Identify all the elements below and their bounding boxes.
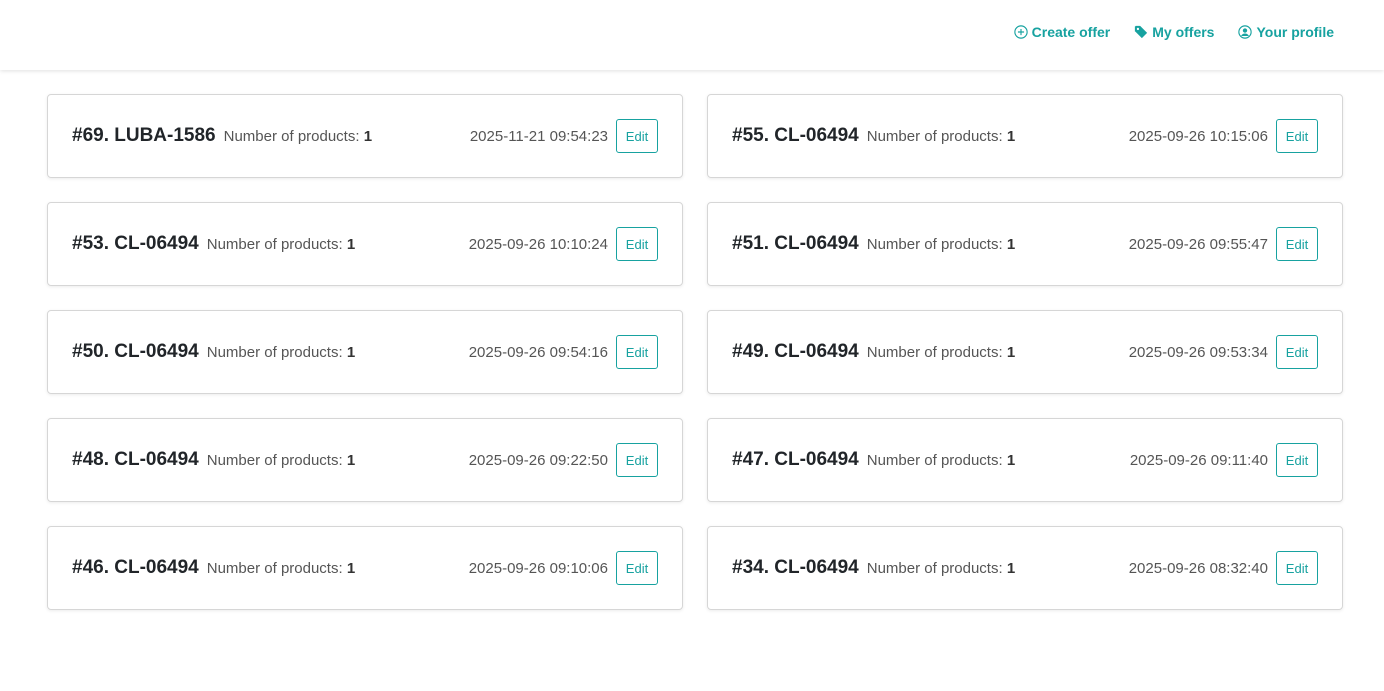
offer-title: #48. CL-06494 <box>72 449 199 470</box>
offer-title: #49. CL-06494 <box>732 341 859 362</box>
products-label: Number of products: <box>206 451 343 469</box>
products-value: 1 <box>1006 343 1016 361</box>
products-label: Number of products: <box>866 235 1003 253</box>
products-label: Number of products: <box>223 127 360 145</box>
products-count: Number of products: 1 <box>867 452 1015 469</box>
edit-button[interactable]: Edit <box>1276 551 1318 585</box>
offer-date: 2025-09-26 09:55:47 <box>1128 235 1268 253</box>
products-label: Number of products: <box>866 559 1003 577</box>
offer-card: #47. CL-06494 Number of products: 1 2025… <box>707 418 1343 502</box>
products-label: Number of products: <box>206 559 343 577</box>
products-label: Number of products: <box>206 343 343 361</box>
products-label: Number of products: <box>866 343 1003 361</box>
your-profile-link[interactable]: Your profile <box>1238 24 1334 40</box>
edit-button[interactable]: Edit <box>1276 119 1318 153</box>
my-offers-label: My offers <box>1152 24 1215 40</box>
products-count: Number of products: 1 <box>867 128 1015 145</box>
products-value: 1 <box>346 559 356 577</box>
offer-date: 2025-09-26 10:15:06 <box>1128 127 1268 145</box>
edit-button[interactable]: Edit <box>1276 443 1318 477</box>
edit-button[interactable]: Edit <box>1276 335 1318 369</box>
products-value: 1 <box>1006 235 1016 253</box>
products-count: Number of products: 1 <box>867 236 1015 253</box>
products-count: Number of products: 1 <box>207 560 355 577</box>
top-header: Create offer My offers Your profile <box>0 0 1384 70</box>
offer-title: #69. LUBA-1586 <box>72 125 216 146</box>
offer-title: #51. CL-06494 <box>732 233 859 254</box>
offer-card: #50. CL-06494 Number of products: 1 2025… <box>47 310 683 394</box>
products-value: 1 <box>1006 559 1016 577</box>
offer-title: #50. CL-06494 <box>72 341 199 362</box>
offer-title: #53. CL-06494 <box>72 233 199 254</box>
edit-button[interactable]: Edit <box>616 335 658 369</box>
create-offer-link[interactable]: Create offer <box>1013 24 1111 40</box>
offer-card: #51. CL-06494 Number of products: 1 2025… <box>707 202 1343 286</box>
products-value: 1 <box>1006 127 1016 145</box>
offer-date: 2025-11-21 09:54:23 <box>469 127 608 145</box>
offer-card: #55. CL-06494 Number of products: 1 2025… <box>707 94 1343 178</box>
offer-date: 2025-09-26 09:22:50 <box>468 451 608 469</box>
top-nav: Create offer My offers Your profile <box>1013 24 1334 40</box>
products-count: Number of products: 1 <box>867 560 1015 577</box>
edit-button[interactable]: Edit <box>616 551 658 585</box>
offer-title: #55. CL-06494 <box>732 125 859 146</box>
products-count: Number of products: 1 <box>224 128 372 145</box>
offer-card: #48. CL-06494 Number of products: 1 2025… <box>47 418 683 502</box>
offers-grid: #69. LUBA-1586 Number of products: 1 202… <box>47 94 1343 610</box>
plus-circle-icon <box>1013 25 1028 39</box>
offer-title: #34. CL-06494 <box>732 557 859 578</box>
offer-date: 2025-09-26 09:11:40 <box>1129 451 1268 469</box>
my-offers-link[interactable]: My offers <box>1134 24 1214 40</box>
products-count: Number of products: 1 <box>207 344 355 361</box>
products-value: 1 <box>346 451 356 469</box>
products-value: 1 <box>363 127 373 145</box>
products-label: Number of products: <box>206 235 343 253</box>
products-label: Number of products: <box>866 451 1003 469</box>
offer-date: 2025-09-26 08:32:40 <box>1128 559 1268 577</box>
edit-button[interactable]: Edit <box>616 443 658 477</box>
offer-date: 2025-09-26 09:10:06 <box>468 559 608 577</box>
products-value: 1 <box>1006 451 1016 469</box>
products-count: Number of products: 1 <box>867 344 1015 361</box>
products-label: Number of products: <box>866 127 1003 145</box>
offer-date: 2025-09-26 10:10:24 <box>468 235 608 253</box>
products-value: 1 <box>346 235 356 253</box>
offer-title: #46. CL-06494 <box>72 557 199 578</box>
edit-button[interactable]: Edit <box>616 119 658 153</box>
products-value: 1 <box>346 343 356 361</box>
offer-card: #34. CL-06494 Number of products: 1 2025… <box>707 526 1343 610</box>
create-offer-label: Create offer <box>1031 24 1111 40</box>
offer-card: #69. LUBA-1586 Number of products: 1 202… <box>47 94 683 178</box>
edit-button[interactable]: Edit <box>616 227 658 261</box>
tag-icon <box>1135 25 1148 39</box>
offer-card: #49. CL-06494 Number of products: 1 2025… <box>707 310 1343 394</box>
offer-card: #46. CL-06494 Number of products: 1 2025… <box>47 526 683 610</box>
user-circle-icon <box>1238 25 1253 39</box>
offer-date: 2025-09-26 09:54:16 <box>468 343 608 361</box>
products-count: Number of products: 1 <box>207 452 355 469</box>
offer-date: 2025-09-26 09:53:34 <box>1128 343 1268 361</box>
products-count: Number of products: 1 <box>207 236 355 253</box>
edit-button[interactable]: Edit <box>1276 227 1318 261</box>
offer-card: #53. CL-06494 Number of products: 1 2025… <box>47 202 683 286</box>
your-profile-label: Your profile <box>1256 24 1334 40</box>
offer-title: #47. CL-06494 <box>732 449 859 470</box>
